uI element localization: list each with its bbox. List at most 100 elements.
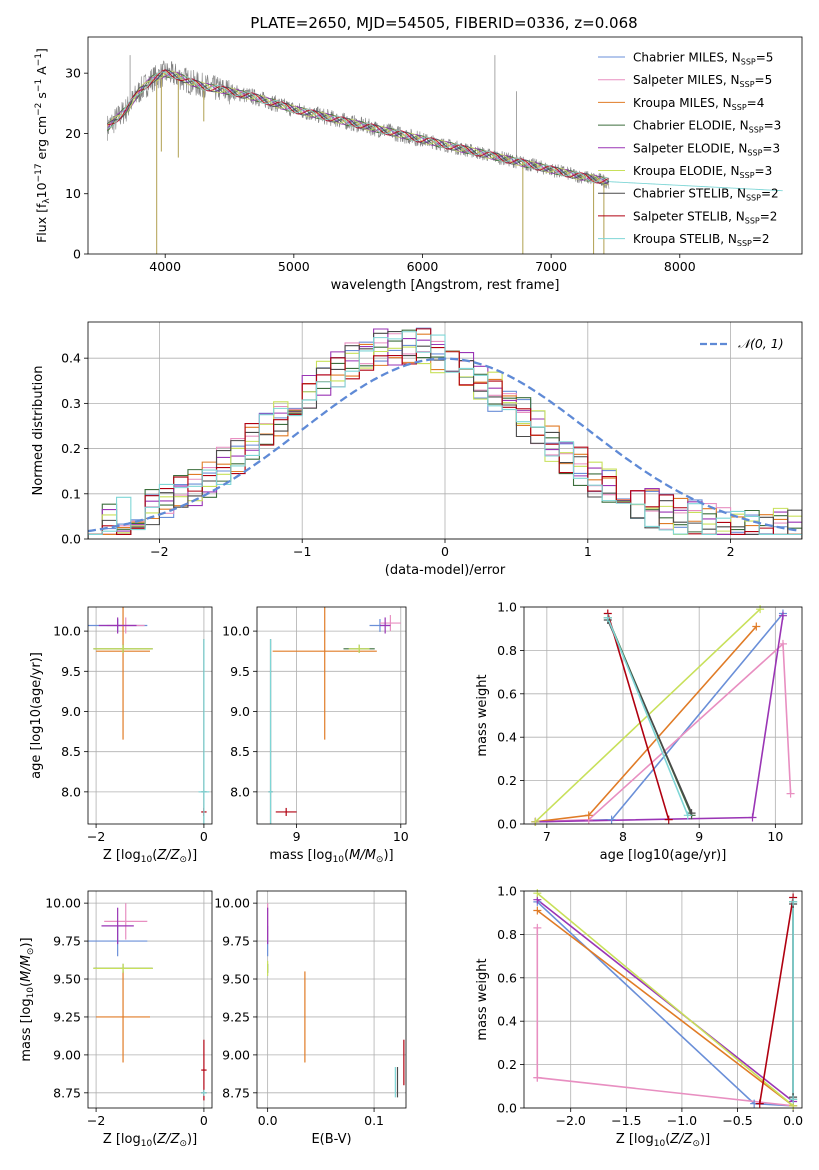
mass-weight-marker xyxy=(603,613,612,622)
age-vs-z-panel: −2 0 8.0 8.5 9.0 9.5 10.0 Z [log10(Z/Z⊙)] age [l… xyxy=(29,606,213,865)
y-tick-label: 8.5 xyxy=(230,744,250,759)
y-tick-label: 1.0 xyxy=(497,600,517,615)
x-tick-label: 9 xyxy=(695,829,703,844)
mass-weight-marker xyxy=(786,789,795,798)
y-axis-label: Normed distribution xyxy=(31,366,46,496)
x-tick-label: 2 xyxy=(727,544,735,559)
model-fit xyxy=(106,71,610,186)
y-tick-label: 0.3 xyxy=(61,396,81,411)
x-tick-label: 4000 xyxy=(149,259,181,274)
mass-weight-marker xyxy=(748,813,757,822)
y-tick-label: 9.75 xyxy=(53,934,81,949)
mass-weight-marker xyxy=(607,815,616,824)
x-tick-label: 0 xyxy=(200,1113,208,1128)
mass-weight-marker xyxy=(789,897,798,906)
mass-weight-marker xyxy=(755,1099,764,1108)
y-tick-label: 0.6 xyxy=(497,970,517,985)
x-tick-label: 5000 xyxy=(278,259,310,274)
y-tick-label: 9.00 xyxy=(53,1047,81,1062)
axes-frame xyxy=(87,890,213,1109)
y-tick-label: 8.0 xyxy=(230,784,250,799)
y-tick-label: 0.2 xyxy=(497,1057,517,1072)
x-tick-label: 7 xyxy=(543,829,551,844)
y-tick-label: 0 xyxy=(73,247,81,262)
legend-entry: Salpeter ELODIE, NSSP=3 xyxy=(633,141,780,157)
y-tick-label: 9.50 xyxy=(222,972,250,987)
mass-weight-line xyxy=(536,899,794,1103)
plot-area xyxy=(88,327,802,539)
plot-area xyxy=(267,903,405,1098)
mass-weight-marker xyxy=(533,889,542,898)
x-axis-label: Z [log10(Z/Z⊙)] xyxy=(103,848,197,865)
mass-weight-marker xyxy=(778,639,787,648)
mass-weight-line xyxy=(536,892,794,1107)
y-tick-label: 0.4 xyxy=(497,1014,517,1029)
x-tick-label: 6000 xyxy=(407,259,439,274)
axes-frame xyxy=(87,321,803,540)
legend-entry: Salpeter MILES, NSSP=5 xyxy=(633,73,772,89)
age-vs-mass-panel: 9 10 8.0 8.5 9.0 9.5 10.0 mass [log10(M/M⊙)] xyxy=(222,606,409,865)
mass-weight-line xyxy=(536,909,794,1107)
mass-weight-line xyxy=(607,617,689,816)
y-tick-label: 9.5 xyxy=(230,664,250,679)
y-axis-label: mass weight xyxy=(475,958,490,1040)
model-fit xyxy=(107,72,610,183)
y-tick-label: 0.4 xyxy=(497,730,517,745)
axes-frame xyxy=(87,606,213,825)
x-tick-label: −2 xyxy=(87,1113,105,1128)
x-tick-label: 0 xyxy=(200,829,208,844)
weight-vs-z-panel: −2.0 −1.5 −1.0 −0.5 0.0 0.0 0.2 0.4 0.6 0.8 1.0 Z [… xyxy=(475,884,803,1150)
axes-frame xyxy=(256,890,407,1109)
x-tick-label: 0.1 xyxy=(364,1113,384,1128)
model-fit xyxy=(106,70,610,186)
y-axis-label: Flux [fλ10−17 erg cm−2 s−1 A−1] xyxy=(34,48,52,243)
legend-entry: Kroupa MILES, NSSP=4 xyxy=(633,96,764,112)
x-axis-label: E(B-V) xyxy=(311,1132,351,1147)
mass-weight-marker xyxy=(533,906,542,915)
x-tick-label: −1 xyxy=(293,544,311,559)
mass-weight-marker xyxy=(664,815,673,824)
x-tick-label: 0 xyxy=(441,544,449,559)
y-tick-label: 0.0 xyxy=(497,817,517,832)
x-tick-label: −2 xyxy=(87,829,105,844)
y-tick-label: 0.2 xyxy=(61,441,81,456)
y-tick-label: 9.50 xyxy=(53,972,81,987)
mass-vs-ebv-panel: 0.0 0.1 8.75 9.00 9.25 9.50 9.75 10.00 E(B-V) xyxy=(214,890,407,1147)
mass-weight-marker xyxy=(752,622,761,631)
y-tick-label: 9.0 xyxy=(61,704,81,719)
y-tick-label: 20 xyxy=(65,126,81,141)
y-tick-label: 10.0 xyxy=(222,624,250,639)
model-fit-tail xyxy=(609,181,783,192)
y-tick-label: 8.5 xyxy=(61,744,81,759)
x-tick-label: 7000 xyxy=(535,259,567,274)
x-tick-label: 8 xyxy=(619,829,627,844)
y-tick-label: 9.5 xyxy=(61,664,81,679)
y-tick-label: 0.8 xyxy=(497,927,517,942)
mass-weight-marker xyxy=(683,811,692,820)
legend-entry: Kroupa STELIB, NSSP=2 xyxy=(633,232,770,248)
axes-frame xyxy=(523,890,803,1109)
model-fit xyxy=(106,69,610,185)
x-tick-label: −1.0 xyxy=(667,1113,697,1128)
weight-vs-age-panel: 7 8 9 10 0.0 0.2 0.4 0.6 0.8 1.0 age [log10(age/yr… xyxy=(475,600,803,863)
mass-weight-marker xyxy=(533,923,542,932)
y-tick-label: 0.0 xyxy=(61,532,81,547)
y-tick-label: 0.4 xyxy=(61,351,81,366)
y-axis-label: mass weight xyxy=(475,674,490,756)
y-tick-label: 9.25 xyxy=(53,1009,81,1024)
mass-weight-line xyxy=(607,613,670,820)
model-fit xyxy=(107,71,610,183)
axes-frame xyxy=(87,36,803,255)
legend-entry: Chabrier MILES, NSSP=5 xyxy=(633,51,773,67)
y-tick-label: 1.0 xyxy=(497,884,517,899)
x-tick-label: 1 xyxy=(584,544,592,559)
x-tick-label: 10 xyxy=(393,829,409,844)
plot-area xyxy=(88,903,207,1101)
plot-area xyxy=(268,607,401,824)
y-tick-label: 10.0 xyxy=(53,624,81,639)
residuals-panel: −2 −1 0 1 2 0.0 0.1 0.2 0.3 0.4 𝒩(0, 1) (data-model… xyxy=(31,321,803,578)
y-tick-label: 0.1 xyxy=(61,486,81,501)
legend-entry: 𝒩(0, 1) xyxy=(738,336,784,351)
y-tick-label: 10.00 xyxy=(45,896,81,911)
